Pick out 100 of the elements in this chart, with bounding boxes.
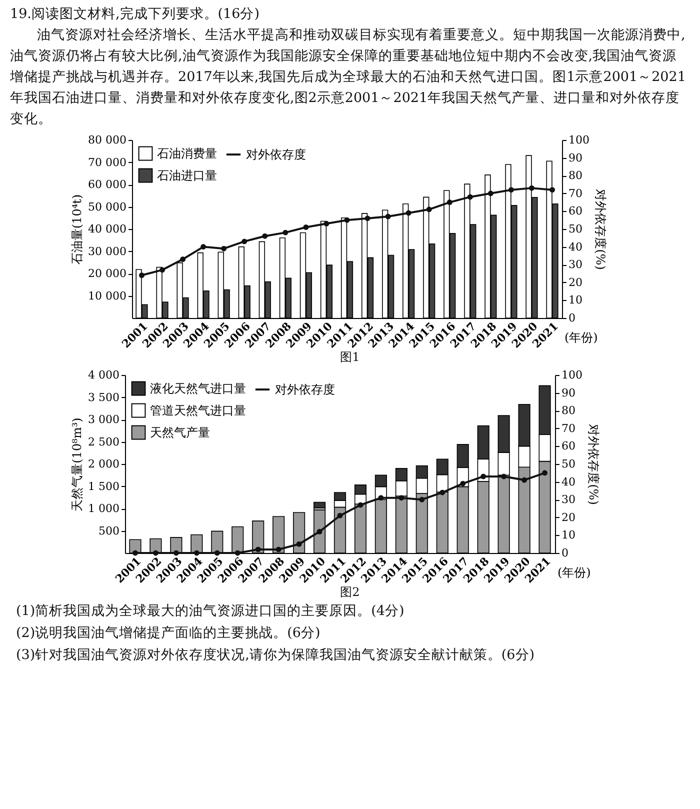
y-tick-label: 80 000 (88, 134, 126, 146)
y2-tick-label: 10 (568, 294, 582, 307)
y-tick-label: 3 500 (88, 390, 120, 404)
caption: 图2 (339, 585, 361, 600)
y2-tick-label: 50 (568, 222, 582, 236)
point (139, 272, 144, 278)
point (378, 495, 384, 501)
point (508, 187, 514, 193)
y2-tick-label: 0 (568, 312, 576, 324)
point (296, 541, 302, 547)
point (446, 200, 452, 206)
x-axis-title: (年份) (558, 566, 591, 580)
point (316, 528, 322, 534)
y2-tick-label: 60 (568, 204, 582, 218)
y2-tick-label: 70 (568, 186, 582, 200)
y2-tick-label: 10 (562, 528, 576, 542)
point (276, 546, 282, 552)
y2-axis-title: 对外依存度(%) (586, 424, 600, 505)
point (324, 220, 330, 226)
legend-label: 对外依存度 (246, 148, 306, 162)
legend-label: 天然气产量 (150, 426, 210, 440)
point (385, 214, 391, 220)
point (282, 230, 288, 236)
point (344, 217, 350, 223)
y-tick-label: 50 000 (88, 200, 126, 214)
y-tick-label: 2 500 (88, 435, 120, 448)
y2-tick-label: 90 (562, 386, 576, 400)
y-tick-label: 4 000 (88, 368, 120, 382)
caption: 图1 (339, 350, 361, 365)
y2-tick-label: 40 (568, 240, 582, 254)
y-tick-label: 70 000 (88, 156, 126, 169)
x-axis-title: (年份) (564, 330, 598, 344)
y-tick-label: 10 000 (88, 289, 126, 302)
point (440, 490, 446, 496)
point (426, 206, 432, 212)
point (262, 233, 268, 239)
point (488, 190, 494, 196)
point (303, 224, 309, 230)
legend-label: 石油消费量 (157, 146, 217, 160)
y-tick-label: 1 000 (88, 502, 120, 515)
chart-title: 19.阅读图文材料,完成下列要求。(16分) (10, 5, 260, 24)
y-tick-label: 3 000 (88, 413, 120, 426)
y2-tick-label: 80 (562, 404, 576, 418)
text: (1)简析我国成为全球最大的油气资源进口国的主要原因。(4分) (15, 602, 406, 621)
y-tick-label: 20 000 (88, 267, 126, 280)
point (194, 550, 200, 556)
bar (211, 530, 224, 554)
y2-tick-label: 80 (568, 169, 582, 182)
point (550, 187, 555, 193)
point (406, 210, 412, 216)
y-tick-label: 30 000 (88, 244, 126, 258)
point (542, 470, 548, 476)
point (480, 474, 486, 480)
y2-tick-label: 30 (568, 258, 582, 272)
y2-axis-title: 对外依存度(%) (593, 189, 608, 270)
point (255, 546, 261, 552)
point (180, 256, 186, 262)
point (528, 185, 534, 191)
y2-tick-label: 20 (562, 510, 576, 524)
y2-tick-label: 90 (568, 151, 582, 164)
y-tick-label: 2 000 (88, 458, 120, 470)
legend-label: 石油进口量 (157, 168, 217, 182)
point (221, 246, 227, 252)
y-tick-label: 40 000 (88, 222, 126, 236)
point (467, 194, 473, 200)
text: (2)说明我国油气增储提产面临的主要挑战。(6分) (15, 624, 322, 643)
point (214, 550, 220, 556)
y2-tick-label: 30 (562, 493, 576, 506)
y2-tick-label: 40 (562, 475, 576, 488)
point (160, 267, 166, 273)
y-tick-label: 500 (98, 524, 120, 538)
point (242, 238, 248, 244)
point (173, 550, 179, 556)
point (152, 550, 158, 556)
point (460, 480, 466, 486)
y2-tick-label: 100 (568, 134, 590, 146)
point (398, 495, 404, 501)
point (132, 550, 138, 556)
y2-tick-label: 0 (562, 546, 568, 560)
point (364, 216, 370, 222)
y-axis-title: 天然气量(10⁸m³) (70, 418, 84, 512)
point (419, 496, 425, 502)
y-axis-title: 石油量(10⁴t) (70, 194, 84, 265)
point (234, 550, 240, 556)
legend-label: 管道天然气进口量 (150, 404, 246, 418)
point (200, 244, 206, 250)
y2-tick-label: 70 (562, 422, 576, 435)
point (522, 477, 528, 483)
text: (3)针对我国油气资源对外依存度状况,请你为保障我国油气资源安全献计献策。(6分) (15, 646, 536, 665)
chart-subtitle: 油气资源对社会经济增长、生活水平提高和推动双碳目标实现有着重要意义。短中期我国一次能源消费中,油气资源仍将占有较大比例,油气资源作为我国能源安全保障的重要基础地位短中期内不会改变,我国油气资源增储提产挑战与机遇并存。2017年以来,我国先后成为全球最大的石油和天然气进口国。图1示意2001～2021年我国石油进口量、消费量和对外依存度变化,图2示意2001～2021年我国天然气产量、进口量和对外依存度变化。 (10, 26, 687, 129)
y2-tick-label: 50 (562, 458, 576, 470)
point (337, 512, 343, 518)
y2-tick-label: 100 (562, 368, 582, 382)
legend-label: 液化天然气进口量 (150, 382, 246, 396)
point (358, 502, 364, 508)
y2-tick-label: 20 (568, 276, 582, 289)
y2-tick-label: 60 (562, 440, 576, 453)
y-tick-label: 1 500 (88, 480, 120, 493)
legend-label: 对外依存度 (275, 382, 335, 396)
point (501, 474, 507, 480)
